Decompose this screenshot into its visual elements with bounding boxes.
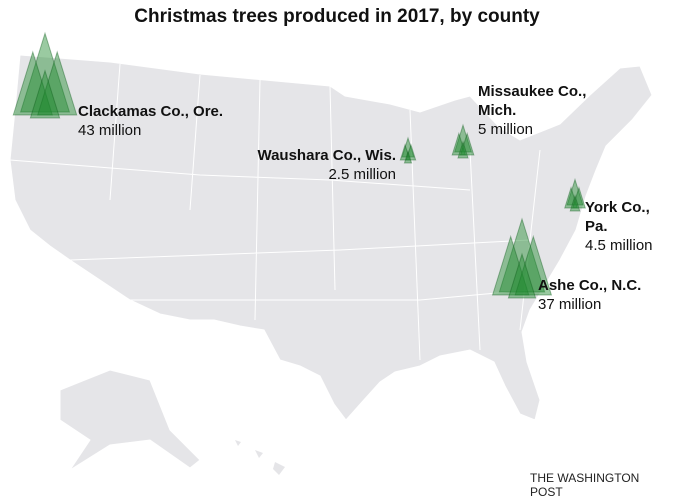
chart-title: Christmas trees produced in 2017, by cou…	[134, 6, 540, 27]
tree-marker	[399, 143, 411, 161]
county-label: Ashe Co., N.C. 37 million	[538, 276, 674, 314]
county-value: 43 million	[78, 122, 142, 139]
county-label: York Co., Pa. 4.5 million	[585, 198, 660, 255]
county-value: 37 million	[538, 296, 602, 313]
tree-marker	[514, 234, 553, 296]
tree-marker	[12, 50, 53, 116]
hawaii	[235, 440, 285, 475]
county-label: Waushara Co., Wis. 2.5 million	[236, 146, 396, 184]
tree-marker	[491, 234, 530, 296]
tree-marker	[454, 123, 472, 153]
alaska	[59, 369, 201, 471]
tree-marker	[29, 69, 61, 119]
tree-marker	[498, 217, 546, 293]
tree-marker	[405, 143, 417, 161]
tree-marker	[457, 140, 469, 159]
tree-marker	[569, 194, 581, 212]
county-label: Clackamas Co., Ore. 43 million	[78, 102, 278, 140]
county-label: Missaukee Co., Mich. 5 million	[478, 82, 608, 139]
us-outline	[9, 54, 653, 421]
tree-marker	[403, 149, 413, 164]
tree-marker	[571, 185, 586, 209]
tree-marker	[566, 177, 584, 206]
tree-marker	[451, 131, 467, 156]
state-lines	[9, 63, 541, 361]
credit: THE WASHINGTON POST	[530, 471, 640, 499]
tree-marker	[459, 131, 475, 156]
tree-marker	[507, 252, 537, 299]
tree-marker	[19, 31, 71, 113]
county-value: 2.5 million	[328, 166, 396, 183]
county-name: York Co., Pa.	[585, 199, 650, 235]
county-name: Ashe Co., N.C.	[538, 277, 642, 294]
county-name: Waushara Co., Wis.	[257, 147, 396, 164]
tree-marker	[37, 50, 78, 116]
tree-marker	[401, 136, 415, 158]
tree-marker	[564, 185, 579, 209]
county-name: Clackamas Co., Ore.	[78, 103, 224, 120]
county-name: Missaukee Co., Mich.	[478, 83, 587, 119]
county-value: 4.5 million	[585, 237, 653, 254]
county-value: 5 million	[478, 121, 534, 138]
